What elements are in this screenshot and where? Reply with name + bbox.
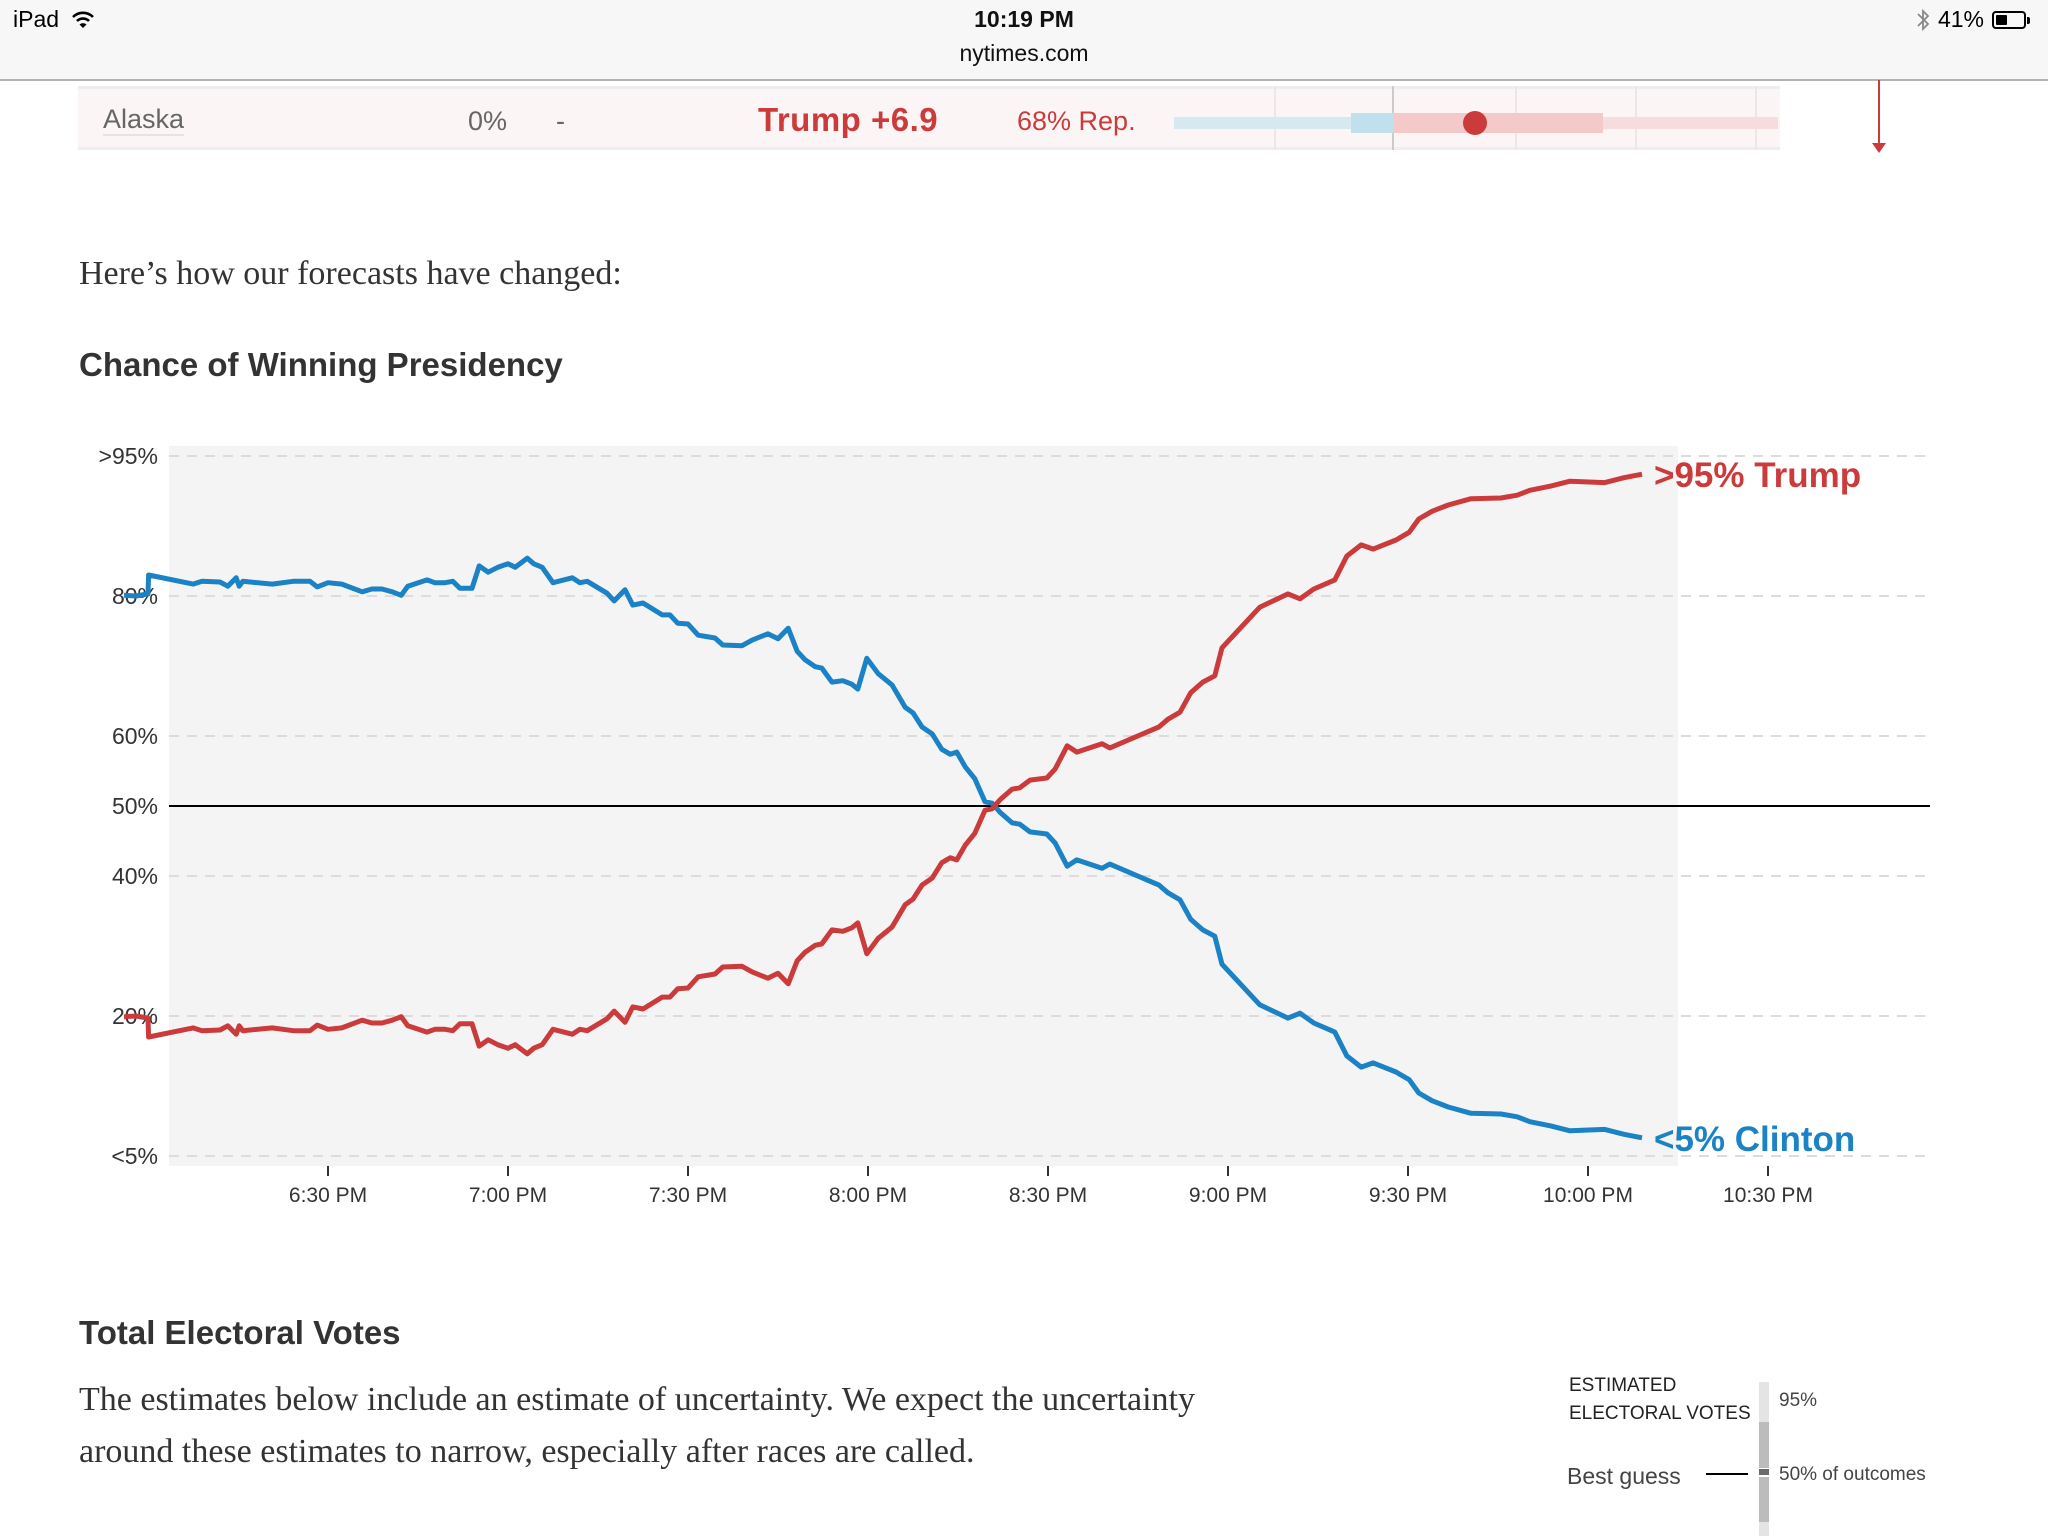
x-tick-label: 10:30 PM	[1723, 1184, 1813, 1207]
battery-fill	[1996, 14, 2007, 25]
bluetooth-icon	[1917, 8, 1930, 31]
reporting-dash: -	[556, 106, 565, 136]
arrow-down-icon	[1872, 143, 1886, 153]
legend-inner-bar	[1759, 1422, 1769, 1468]
end-label-clinton: <5% Clinton	[1654, 1120, 1855, 1159]
gridlines	[169, 455, 1928, 1157]
status-time: 10:19 PM	[974, 6, 1074, 32]
x-tick-label: 9:30 PM	[1369, 1184, 1447, 1207]
x-axis: 6:30 PM 7:00 PM 7:30 PM 8:00 PM 8:30 PM 9:00 …	[289, 1166, 1813, 1207]
legend-inner-bar	[1759, 1477, 1769, 1522]
status-left: iPad	[13, 6, 95, 33]
y-tick-label: <5%	[111, 1143, 158, 1169]
legend-title-line2: ELECTORAL VOTES	[1569, 1403, 1751, 1424]
x-tick-label: 8:00 PM	[829, 1184, 907, 1207]
legend-best-guess: Best guess	[1567, 1463, 1681, 1489]
reporting-pct: 0%	[468, 106, 508, 136]
wifi-icon	[72, 11, 94, 28]
dem-range-inner	[1351, 113, 1393, 133]
end-labels: <5% Clinton >95% Trump	[1654, 456, 1861, 1159]
y-tick-label: >95%	[99, 443, 158, 469]
x-tick-label: 7:30 PM	[649, 1184, 727, 1207]
legend-title-line1: ESTIMATED	[1569, 1375, 1677, 1396]
legend-95-label: 95%	[1779, 1390, 1818, 1411]
x-tick-label: 9:00 PM	[1189, 1184, 1267, 1207]
y-axis: >95%80%60%50%40%20%<5%	[99, 443, 158, 1169]
x-tick-label: 10:00 PM	[1543, 1184, 1633, 1207]
status-right: 41%	[1916, 6, 2030, 33]
chart-title: Chance of Winning Presidency	[79, 346, 563, 383]
rep-range-outer	[1603, 117, 1778, 129]
probability-chart: >95%80%60%50%40%20%<5% 6:30 PM 7:00 PM 7:3…	[99, 443, 1930, 1207]
x-tick-label: 6:30 PM	[289, 1184, 367, 1207]
scroll-arrow-line	[1878, 80, 1880, 148]
legend-title: ESTIMATED ELECTORAL VOTES	[1569, 1372, 1751, 1428]
battery-icon	[1992, 10, 2030, 29]
y-tick-label: 40%	[112, 863, 158, 889]
x-tick-label: 8:30 PM	[1009, 1184, 1087, 1207]
electoral-title: Total Electoral Votes	[79, 1314, 401, 1351]
win-probability: 68% Rep.	[1017, 106, 1136, 136]
dem-range-outer	[1174, 117, 1351, 129]
electoral-description: The estimates below include an estimate …	[79, 1381, 1196, 1470]
state-name-link[interactable]: Alaska	[103, 104, 185, 136]
url-bar[interactable]: nytimes.com	[959, 40, 1089, 66]
legend-best-mark	[1759, 1469, 1769, 1475]
y-tick-label: 60%	[112, 723, 158, 749]
legend-outer-bar	[1759, 1522, 1769, 1536]
series-line-clinton	[123, 555, 1643, 1141]
end-label-trump: >95% Trump	[1654, 456, 1861, 495]
legend-outer-bar	[1759, 1382, 1769, 1422]
intro-text: Here’s how our forecasts have changed:	[79, 255, 622, 292]
battery-percent: 41%	[1937, 6, 1984, 32]
series-line-trump	[123, 471, 1643, 1057]
series-lines	[123, 471, 1643, 1141]
legend-best-guess-tick	[1706, 1473, 1748, 1475]
margin-estimate: Trump +6.9	[758, 101, 939, 138]
x-tick-label: 7:00 PM	[469, 1184, 547, 1207]
y-tick-label: 50%	[112, 793, 158, 819]
status-bar: iPad 10:19 PM nytimes.com 41%	[0, 0, 2048, 81]
rep-range-inner	[1393, 113, 1603, 133]
legend-50-label: 50% of outcomes	[1779, 1464, 1926, 1485]
estimate-dot	[1463, 111, 1487, 135]
device-label: iPad	[13, 6, 60, 32]
